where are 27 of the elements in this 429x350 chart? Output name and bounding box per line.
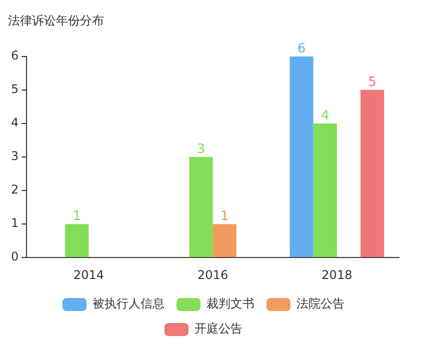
data-label: 3 [196, 142, 206, 157]
legend-label: 法院公告 [296, 296, 344, 311]
x-tick-label: 2016 [198, 268, 228, 282]
legend-label: 开庭公告 [194, 322, 242, 336]
data-label: 4 [321, 108, 330, 124]
bar [360, 90, 384, 258]
y-tick-label: 3 [10, 149, 19, 164]
y-tick-label: 0 [10, 250, 19, 264]
y-tick-label: 6 [10, 48, 19, 63]
data-label: 1 [220, 208, 229, 224]
y-tick-label: 4 [10, 116, 19, 130]
y-tick-label: 1 [10, 216, 19, 230]
legend-label: 被执行人信息 [92, 296, 164, 311]
x-tick-label: 2018 [322, 268, 352, 282]
x-tick-label: 2014 [73, 268, 104, 282]
bar [65, 224, 89, 258]
data-label: 1 [72, 208, 82, 224]
y-tick-label: 5 [10, 82, 19, 96]
bar [212, 224, 236, 258]
chart-title: 法律诉讼年份分布 [8, 13, 104, 28]
data-label: 5 [368, 74, 376, 90]
bar [313, 123, 337, 258]
legend-label: 裁判文书 [206, 296, 254, 311]
y-tick-label: 2 [10, 182, 19, 197]
bar [290, 56, 314, 258]
data-label: 6 [297, 41, 306, 56]
bar [189, 157, 213, 258]
